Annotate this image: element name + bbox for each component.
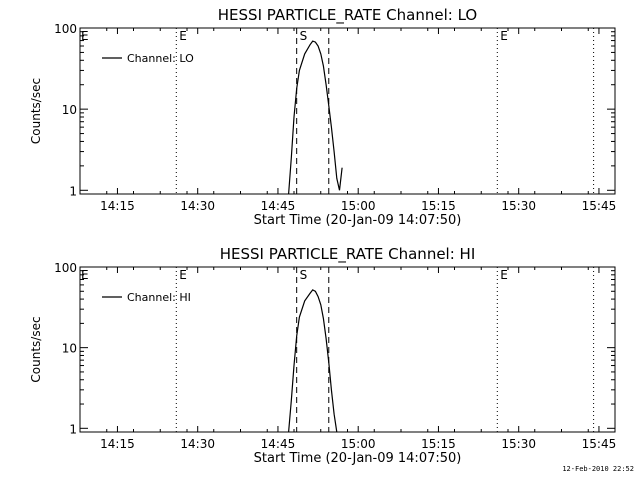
corner-marker-label: E	[81, 29, 89, 43]
x-tick-label: 15:45	[582, 199, 617, 213]
y-axis-label: Counts/sec	[29, 78, 43, 144]
x-tick-label: 15:00	[341, 437, 376, 451]
marker-label: S	[300, 29, 308, 43]
x-axis-label: Start Time (20-Jan-09 14:07:50)	[254, 451, 462, 466]
x-tick-label: 15:45	[582, 437, 617, 451]
marker-label: E	[179, 29, 187, 43]
legend-label: Channel: LO	[127, 52, 194, 65]
marker-label: E	[500, 268, 508, 282]
x-tick-label: 15:15	[421, 199, 456, 213]
x-tick-label: 15:30	[501, 199, 536, 213]
generation-timestamp: 12-Feb-2010 22:52	[562, 465, 634, 473]
y-tick-label: 1	[69, 422, 77, 436]
x-tick-label: 14:15	[100, 199, 135, 213]
chart-panel-lo: HESSI PARTICLE_RATE Channel: LO 14:15 14:3…	[29, 6, 616, 228]
x-tick-label: 14:30	[180, 199, 215, 213]
y-axis-label: Counts/sec	[29, 316, 43, 382]
x-axis-label: Start Time (20-Jan-09 14:07:50)	[254, 213, 462, 228]
y-tick-label: 10	[62, 103, 77, 117]
marker-label: S	[300, 268, 308, 282]
y-tick-label: 10	[62, 342, 77, 356]
chart-panel-hi: HESSI PARTICLE_RATE Channel: HI 14:15 14:3…	[29, 245, 616, 466]
marker-label: E	[500, 29, 508, 43]
x-tick-label: 14:30	[180, 437, 215, 451]
marker-label: E	[179, 268, 187, 282]
chart-title: HESSI PARTICLE_RATE Channel: HI	[220, 245, 476, 264]
x-tick-label: 15:00	[341, 199, 376, 213]
data-series-line	[288, 289, 338, 433]
x-tick-label: 14:45	[261, 199, 296, 213]
x-tick-label: 15:15	[421, 437, 456, 451]
data-series-line	[288, 40, 343, 195]
chart-title: HESSI PARTICLE_RATE Channel: LO	[218, 6, 477, 25]
y-tick-label: 100	[54, 22, 77, 36]
y-tick-label: 1	[69, 184, 77, 198]
x-tick-label: 15:30	[501, 437, 536, 451]
legend-label: Channel: HI	[127, 291, 191, 304]
x-tick-label: 14:45	[261, 437, 296, 451]
x-tick-label: 14:15	[100, 437, 135, 451]
y-tick-label: 100	[54, 261, 77, 275]
corner-marker-label: E	[81, 268, 89, 282]
